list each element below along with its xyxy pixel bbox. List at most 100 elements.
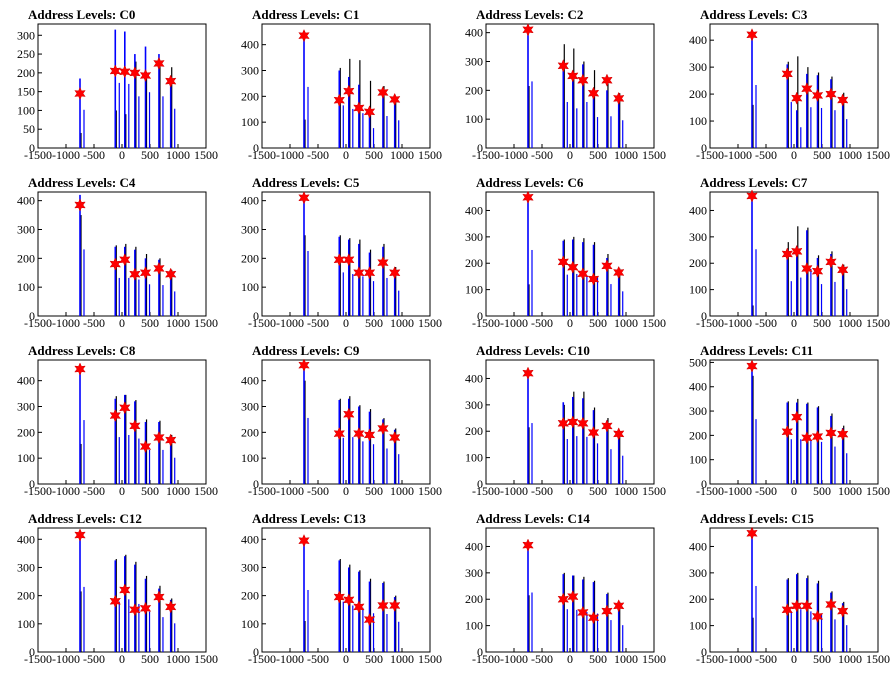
peak-marker <box>612 427 625 441</box>
x-tick-label: -1000 <box>276 316 304 330</box>
x-tick-label: -1000 <box>500 652 528 666</box>
plot-frame <box>37 23 207 149</box>
y-tick-label: 300 <box>17 28 35 42</box>
y-tick-label: 200 <box>689 592 707 606</box>
chart-svg: Address Levels: C6 0 100 200 300 400 -1500 -100… <box>465 175 666 330</box>
x-tick-label: -500 <box>307 652 329 666</box>
peak-marker <box>522 23 534 37</box>
chart-title: Address Levels: C5 <box>252 175 360 190</box>
y-tick-label: 400 <box>689 380 707 394</box>
peak-marker <box>567 69 579 83</box>
x-tick-label: 500 <box>365 484 383 498</box>
y-tick-label: 100 <box>689 453 707 467</box>
x-tick-label: -500 <box>83 652 105 666</box>
x-tick-label: 0 <box>791 316 797 330</box>
peak-marker <box>363 612 376 627</box>
y-tick-label: 0 <box>29 645 35 659</box>
y-tick-label: 300 <box>17 560 35 574</box>
peak-marker <box>557 416 570 430</box>
x-tick-label: 1500 <box>418 148 442 162</box>
peak-marker <box>119 583 131 597</box>
x-tick-label: 1000 <box>166 652 190 666</box>
peak-marker <box>298 358 310 372</box>
peak-marker <box>836 263 849 277</box>
chart-title: Address Levels: C10 <box>476 343 590 358</box>
peak-marker <box>601 259 613 273</box>
y-tick-label: 0 <box>477 645 483 659</box>
x-tick-label: 1000 <box>390 652 414 666</box>
y-tick-label: 100 <box>465 619 483 633</box>
y-tick-label: 300 <box>689 404 707 418</box>
peak-marker <box>557 592 570 606</box>
x-tick-label: 1000 <box>838 484 862 498</box>
x-tick-label: -500 <box>307 316 329 330</box>
chart-svg: Address Levels: C2 0 100 200 300 400 -1500 -100… <box>465 7 666 162</box>
chart-panel-c15: Address Levels: C15 0 100 200 300 400 -1500 -10… <box>672 506 896 674</box>
y-tick-label: 0 <box>701 477 707 491</box>
x-tick-label: 500 <box>813 652 831 666</box>
x-tick-label: 500 <box>813 484 831 498</box>
x-tick-label: 1500 <box>194 148 218 162</box>
y-tick-label: 300 <box>241 560 259 574</box>
x-tick-label: -1000 <box>276 484 304 498</box>
peak-marker <box>109 64 122 78</box>
y-tick-label: 100 <box>689 283 707 297</box>
x-tick-label: -1000 <box>500 484 528 498</box>
y-tick-label: 200 <box>17 251 35 265</box>
chart-svg: Address Levels: C10 0 100 200 300 400 -1500 -10… <box>465 343 666 498</box>
x-tick-label: 1500 <box>866 652 890 666</box>
chart-panel-c11: Address Levels: C11 0 100 200 300 400 500 -1500… <box>672 338 896 506</box>
x-tick-label: -1500 <box>248 148 276 162</box>
plot-frame <box>261 191 431 317</box>
chart-panel-c12: Address Levels: C12 0 100 200 300 400 -1500 -10… <box>0 506 224 674</box>
x-tick-label: 1500 <box>418 316 442 330</box>
y-tick-label: 100 <box>465 112 483 126</box>
x-tick-label: 1500 <box>866 148 890 162</box>
x-tick-label: -1500 <box>472 484 500 498</box>
peak-marker <box>129 603 141 617</box>
peak-marker <box>164 267 177 281</box>
y-tick-label: 400 <box>689 203 707 217</box>
y-tick-label: 400 <box>465 203 483 217</box>
peak-marker <box>801 82 813 96</box>
peak-marker <box>363 266 376 280</box>
peak-marker <box>612 91 625 106</box>
x-tick-label: -1000 <box>52 484 80 498</box>
chart-svg: Address Levels: C7 0 100 200 300 400 -1500 -100… <box>689 175 890 330</box>
peak-marker <box>577 605 589 620</box>
y-tick-label: 400 <box>241 194 259 208</box>
chart-panel-c8: Address Levels: C8 0 100 200 300 400 -1500 -100… <box>0 338 224 506</box>
peak-marker <box>836 604 849 618</box>
y-tick-label: 300 <box>241 400 259 414</box>
peak-marker <box>791 91 803 105</box>
y-tick-label: 0 <box>29 141 35 155</box>
x-tick-label: 1500 <box>194 316 218 330</box>
x-tick-label: 1500 <box>642 484 666 498</box>
peak-marker <box>746 359 758 373</box>
peak-marker <box>74 86 86 101</box>
y-tick-label: 50 <box>23 122 35 136</box>
plot-frame <box>709 527 879 653</box>
peak-marker <box>587 611 600 625</box>
peak-marker <box>811 88 824 103</box>
peak-marker <box>333 590 346 604</box>
chart-title: Address Levels: C15 <box>700 511 814 526</box>
chart-panel-c4: Address Levels: C4 0 100 200 300 400 -1500 -100… <box>0 170 224 338</box>
chart-svg: Address Levels: C5 0 100 200 300 400 -1500 -100… <box>241 175 442 330</box>
chart-title: Address Levels: C9 <box>252 343 360 358</box>
chart-title: Address Levels: C12 <box>28 511 142 526</box>
x-tick-label: 0 <box>343 652 349 666</box>
x-tick-label: 0 <box>567 652 573 666</box>
plot-frame <box>709 23 879 149</box>
y-tick-label: 400 <box>17 374 35 388</box>
chart-title: Address Levels: C7 <box>700 175 808 190</box>
peak-marker <box>298 534 310 548</box>
peak-marker <box>557 255 570 269</box>
peak-marker <box>153 590 165 604</box>
chart-title: Address Levels: C13 <box>252 511 366 526</box>
chart-svg: Address Levels: C8 0 100 200 300 400 -1500 -100… <box>17 343 218 498</box>
x-tick-label: 500 <box>813 316 831 330</box>
peak-marker <box>781 603 794 617</box>
x-tick-label: 0 <box>791 148 797 162</box>
chart-panel-c3: Address Levels: C3 0 100 200 300 400 -1500 -100… <box>672 2 896 170</box>
